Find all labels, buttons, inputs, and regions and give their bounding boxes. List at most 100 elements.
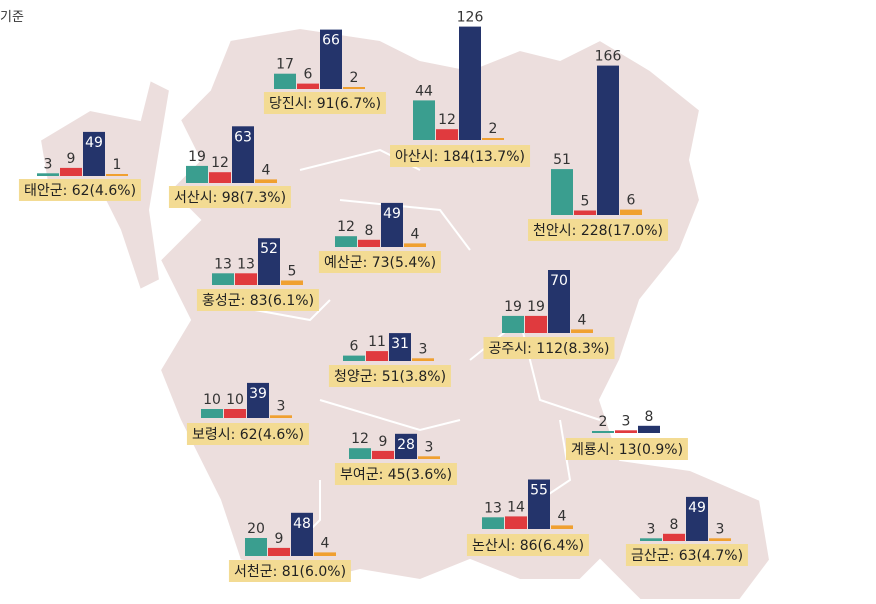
value-label: 49	[85, 135, 103, 151]
value-label: 3	[716, 521, 725, 537]
value-label: 12	[337, 219, 355, 235]
value-label: 6	[350, 339, 359, 355]
bar	[320, 29, 342, 90]
value-label: 4	[262, 162, 271, 178]
bar	[436, 129, 458, 140]
bar	[201, 409, 223, 418]
value-label: 19	[504, 299, 522, 315]
value-label: 14	[507, 499, 525, 515]
bar	[186, 165, 208, 183]
value-label: 48	[293, 516, 311, 532]
value-label: 2	[489, 121, 498, 137]
value-label: 49	[383, 206, 401, 222]
region-label: 아산시: 184(13.7%)	[390, 145, 530, 167]
bar	[418, 456, 440, 459]
bar	[343, 355, 365, 361]
region-label: 홍성군: 83(6.1%)	[196, 289, 320, 311]
value-label: 28	[397, 437, 415, 453]
bar	[291, 512, 313, 556]
bar	[209, 172, 231, 183]
region-label: 금산군: 63(4.7%)	[625, 544, 749, 566]
value-label: 3	[622, 413, 631, 429]
region-label: 서천군: 81(6.0%)	[228, 560, 352, 582]
value-label: 12	[211, 155, 229, 171]
value-label: 4	[558, 508, 567, 524]
region-label: 예산군: 73(5.4%)	[318, 251, 442, 273]
region-label: 계룡시: 13(0.9%)	[565, 438, 689, 460]
value-label: 19	[188, 149, 206, 165]
bar	[235, 273, 257, 285]
value-label: 2	[350, 70, 359, 86]
value-label: 63	[234, 129, 252, 145]
bar	[389, 333, 411, 361]
region-label: 서산시: 98(7.3%)	[168, 186, 292, 208]
value-label: 10	[203, 392, 221, 408]
bar	[528, 479, 550, 529]
value-label: 1	[113, 157, 122, 173]
bar	[335, 236, 357, 247]
bar	[245, 538, 267, 556]
bar	[505, 516, 527, 529]
bar	[551, 169, 573, 215]
bar	[343, 87, 365, 89]
value-label: 39	[249, 386, 267, 402]
value-label: 20	[247, 521, 265, 537]
bar	[268, 547, 290, 556]
bar	[571, 329, 593, 333]
bar	[597, 65, 619, 215]
bar	[258, 238, 280, 285]
value-label: 4	[411, 226, 420, 242]
bar	[525, 315, 547, 333]
value-label: 70	[550, 273, 568, 289]
value-label: 8	[670, 517, 679, 533]
bar	[574, 210, 596, 215]
value-label: 55	[530, 483, 548, 499]
value-label: 3	[44, 156, 53, 172]
value-label: 51	[553, 152, 571, 168]
value-label: 5	[288, 264, 297, 280]
value-label: 31	[391, 336, 409, 352]
note: 기준	[0, 10, 24, 25]
bar	[372, 450, 394, 459]
value-label: 17	[276, 57, 294, 73]
value-label: 6	[304, 67, 313, 83]
value-label: 5	[581, 194, 590, 210]
bar	[548, 270, 570, 333]
value-label: 9	[67, 151, 76, 167]
bar	[686, 496, 708, 541]
value-label: 13	[484, 500, 502, 516]
bar	[270, 415, 292, 418]
bar	[349, 448, 371, 459]
bar	[247, 382, 269, 418]
value-label: 126	[457, 10, 484, 26]
bar	[592, 431, 614, 433]
bar	[381, 202, 403, 247]
bar	[232, 126, 254, 183]
region-label: 태안군: 62(4.6%)	[18, 179, 142, 201]
bar	[482, 517, 504, 529]
bar	[60, 167, 82, 176]
bar	[663, 533, 685, 541]
bar	[640, 538, 662, 541]
bar	[502, 315, 524, 333]
region-label: 공주시: 112(8.3%)	[483, 337, 615, 359]
value-label: 13	[237, 256, 255, 272]
bar	[709, 538, 731, 541]
value-label: 8	[645, 409, 654, 425]
value-label: 49	[688, 500, 706, 516]
bar	[106, 174, 128, 176]
bar	[281, 280, 303, 285]
bar	[358, 239, 380, 247]
value-label: 3	[419, 341, 428, 357]
value-label: 11	[368, 334, 386, 350]
bar	[274, 73, 296, 89]
borders	[199, 148, 601, 541]
value-label: 2	[599, 414, 608, 430]
value-label: 19	[527, 299, 545, 315]
region-label: 천안시: 228(17.0%)	[528, 219, 668, 241]
bar	[83, 131, 105, 176]
value-label: 4	[578, 312, 587, 328]
value-label: 12	[351, 431, 369, 447]
